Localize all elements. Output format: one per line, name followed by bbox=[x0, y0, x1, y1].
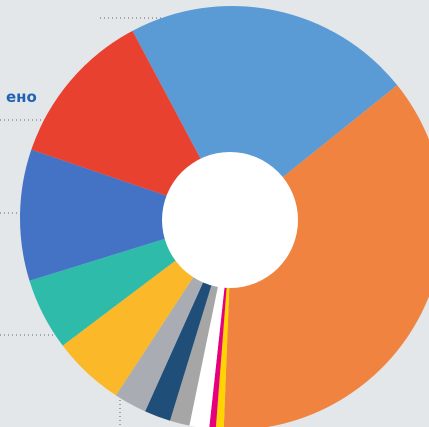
decor-lines bbox=[0, 17, 185, 427]
donut bbox=[20, 6, 429, 427]
donut-hole bbox=[162, 152, 298, 288]
slice bbox=[223, 85, 429, 427]
slice bbox=[31, 30, 232, 219]
slice bbox=[132, 6, 398, 219]
slice bbox=[20, 149, 232, 281]
cut-label: ено bbox=[6, 88, 37, 106]
